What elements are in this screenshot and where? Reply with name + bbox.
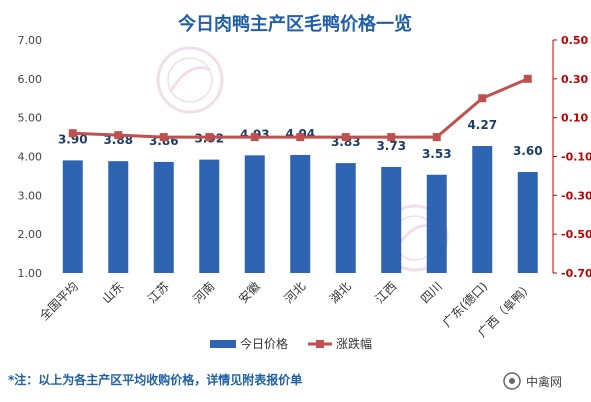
y-left-tick-label: 5.00 — [18, 112, 43, 125]
x-category-label: 河北 — [281, 279, 308, 306]
bar-series — [62, 146, 538, 273]
y-left-tick-label: 7.00 — [18, 34, 43, 47]
legend-bar-swatch — [210, 340, 236, 348]
bar-data-label: 3.60 — [513, 144, 543, 158]
y-left-tick-label: 4.00 — [18, 151, 43, 164]
bar-7 — [381, 166, 402, 273]
brand-logo-dot-icon — [509, 378, 515, 384]
x-category-label: 山东 — [99, 279, 126, 306]
legend-line-marker — [316, 340, 324, 348]
line-point-10 — [523, 74, 532, 83]
x-category-label: 江西 — [372, 279, 399, 306]
x-category-label: 安徽 — [235, 279, 263, 307]
bar-data-label: 3.83 — [331, 135, 361, 149]
y-right-tick-label: -0.70 — [561, 267, 591, 280]
y-axis-left: 7.00 6.00 5.00 4.00 3.00 2.00 1.00 — [18, 34, 43, 280]
line-point-7 — [387, 133, 396, 142]
y-left-tick-label: 3.00 — [18, 189, 43, 202]
bar-5 — [290, 154, 311, 273]
bar-10 — [517, 172, 538, 273]
bar-8 — [426, 174, 447, 273]
bar-4 — [244, 155, 265, 273]
x-category-label: 湖北 — [326, 279, 354, 307]
line-markers — [68, 74, 532, 142]
line-point-0 — [68, 129, 77, 138]
y-right-tick-label: -0.10 — [561, 151, 591, 164]
footnote: *注：以上为各主产区平均收购价格，详情见附表报价单 — [8, 372, 302, 387]
line-point-3 — [205, 133, 214, 142]
y-left-tick-label: 6.00 — [18, 73, 43, 86]
legend: 今日价格 涨跌幅 — [210, 336, 372, 351]
bar-6 — [335, 163, 356, 273]
y-right-tick-label: 0.30 — [561, 73, 588, 86]
brand-logo-icon — [503, 372, 521, 390]
line-point-5 — [296, 133, 305, 142]
x-category-label: 全国平均 — [36, 279, 81, 324]
chart-title: 今日肉鸭主产区毛鸭价格一览 — [178, 13, 412, 35]
y-left-tick-label: 1.00 — [18, 267, 43, 280]
y-axis-right: 0.50 0.30 0.10 -0.10 -0.30 -0.50 -0.70 — [553, 34, 591, 280]
brand-name: 中禽网 — [526, 374, 562, 389]
bar-data-label: 4.27 — [467, 118, 497, 132]
bar-9 — [472, 146, 493, 273]
legend-line-label: 涨跌幅 — [336, 336, 372, 351]
line-point-9 — [478, 94, 487, 103]
x-category-label: 四川 — [418, 279, 445, 306]
bar-0 — [62, 160, 83, 273]
legend-bar-label: 今日价格 — [240, 336, 288, 351]
bar-2 — [153, 161, 174, 273]
y-right-tick-label: 0.50 — [561, 34, 588, 47]
y-right-tick-label: 0.10 — [561, 112, 588, 125]
line-point-4 — [250, 133, 259, 142]
brand: 中禽网 — [503, 372, 562, 390]
bar-1 — [108, 161, 129, 273]
line-point-6 — [341, 133, 350, 142]
y-right-tick-label: -0.50 — [561, 228, 591, 241]
x-category-label: 江苏 — [145, 279, 172, 306]
line-point-2 — [159, 133, 168, 142]
bar-data-label: 3.53 — [422, 147, 452, 161]
line-point-8 — [432, 133, 441, 142]
line-point-1 — [114, 131, 123, 140]
bar-data-label: 3.73 — [376, 139, 406, 153]
bar-data-label: 3.90 — [58, 132, 88, 146]
y-left-tick-label: 2.00 — [18, 228, 43, 241]
x-category-label: 河南 — [190, 279, 218, 307]
y-right-tick-label: -0.30 — [561, 189, 591, 202]
watermark-seal-left — [156, 46, 224, 114]
bar-3 — [199, 159, 220, 273]
